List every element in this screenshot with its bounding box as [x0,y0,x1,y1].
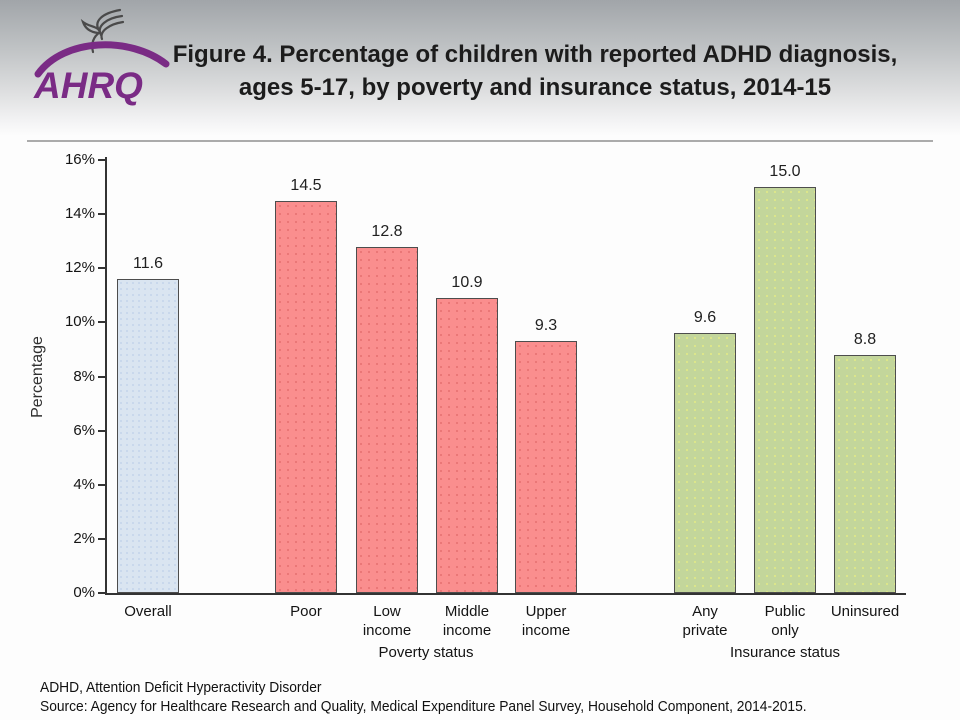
bar-value-label: 11.6 [133,255,163,273]
logo-swoosh [34,41,170,78]
y-tick-label: 12% [64,259,95,277]
bar-middle-income [436,298,498,593]
x-tick-label: Low income [362,603,412,639]
x-tick-label: Uninsured [830,603,900,620]
header-separator [27,140,933,142]
y-tick-mark [98,483,105,486]
y-tick-mark [98,321,105,324]
bar-value-label: 10.9 [451,274,483,292]
bar-value-label: 9.6 [693,309,717,327]
title-line-1: Figure 4. Percentage of children with re… [172,41,898,68]
footnote-abbreviation: ADHD, Attention Deficit Hyperactivity Di… [40,679,322,696]
y-tick-label: 14% [64,205,95,223]
y-tick-mark [98,537,105,540]
y-tick-mark [98,159,105,161]
bar-value-label: 12.8 [371,222,403,240]
footnote-source: Source: Agency for Healthcare Research a… [40,698,807,715]
y-tick-label: 0% [73,584,95,601]
bar-any-private [674,333,736,593]
y-tick-mark [98,592,105,594]
y-tick-mark [98,429,105,432]
x-axis-line [105,593,906,595]
bar-poor [275,200,337,593]
bar-value-label: 9.3 [534,317,558,335]
bar-public-only [754,187,816,593]
x-tick-label: Any private [682,603,728,639]
x-tick-label: Public only [764,603,806,639]
x-tick-label: Poor [290,603,322,620]
header-band [0,0,960,136]
bar-value-label: 15.0 [769,163,801,181]
y-tick-label: 2% [73,529,95,547]
x-axis-group-label: Poverty status [378,644,474,661]
title-line-2: ages 5-17, by poverty and insurance stat… [238,74,832,101]
y-axis-line [105,157,107,595]
x-tick-label: Middle income [442,603,492,639]
y-tick-label: 4% [73,475,95,493]
bar-value-label: 8.8 [853,330,877,348]
y-tick-mark [98,375,105,378]
bar-overall [117,279,179,593]
logo-wordmark: AHRQ [33,65,143,106]
y-tick-label: 10% [64,313,95,331]
y-tick-mark [98,213,105,216]
bar-uninsured [834,354,896,593]
hhs-eagle-icon: AHRQ [33,8,170,106]
page-title: Figure 4. Percentage of children with re… [150,38,920,104]
bar-upper-income [515,341,577,593]
y-tick-label: 16% [64,151,95,168]
x-tick-label: Overall [124,603,172,620]
y-tick-mark [98,267,105,270]
bar-low-income [356,246,418,593]
ahrq-logo: AHRQ [30,6,170,110]
bar-value-label: 14.5 [290,176,322,194]
y-tick-label: 6% [73,421,95,439]
x-axis-group-label: Insurance status [729,644,841,661]
x-tick-label: Upper income [521,603,571,639]
y-tick-label: 8% [73,367,95,385]
footnotes: ADHD, Attention Deficit Hyperactivity Di… [40,678,940,716]
